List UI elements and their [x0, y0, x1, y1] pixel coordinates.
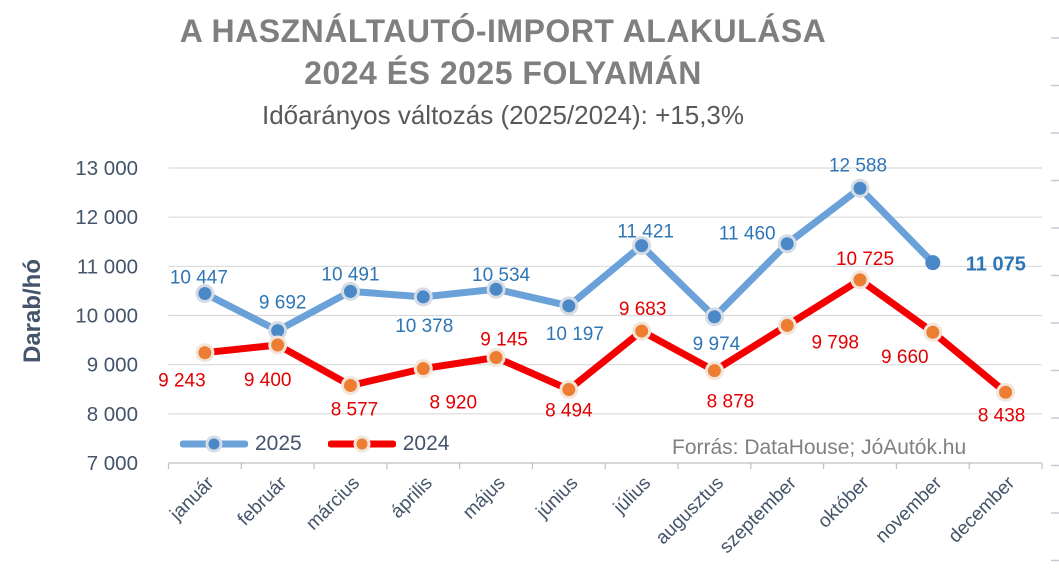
x-axis-label: október	[814, 472, 874, 532]
data-label-2024: 9 400	[244, 370, 292, 391]
data-label-2024: 9 145	[480, 330, 528, 351]
data-label-2025: 10 534	[472, 265, 531, 286]
legend-swatch-2024-line-marker-icon	[327, 435, 396, 453]
data-point-2025	[707, 310, 721, 324]
source-note: Forrás: DataHouse; JóAutók.hu	[672, 436, 967, 459]
data-point-2024	[780, 318, 794, 332]
data-point-2024	[853, 273, 867, 287]
data-point-2024	[999, 385, 1013, 399]
data-label-2025: 12 588	[829, 155, 887, 176]
x-axis-label: szeptember	[716, 472, 802, 558]
data-label-2025: 11 421	[617, 222, 674, 243]
data-point-2024	[562, 383, 576, 397]
data-point-2025	[489, 282, 503, 296]
series-2024-line	[201, 276, 1010, 396]
x-axis-label: április	[387, 473, 437, 523]
chart-title-line-2: 2024 ÉS 2025 FOLYAMÁN	[304, 55, 702, 91]
data-point-2025	[416, 290, 430, 304]
chart-subtitle: Időarányos változás (2025/2024): +15,3%	[261, 100, 745, 130]
data-point-2025	[271, 324, 285, 338]
data-label-2024: 9 660	[881, 347, 929, 368]
x-axis-label: augusztus	[652, 473, 728, 549]
data-point-2024	[635, 324, 649, 338]
x-axis-label: november	[872, 472, 947, 547]
data-point-2025	[635, 239, 649, 253]
data-label-2024: 8 920	[429, 393, 477, 414]
y-axis-tick-label: 8 000	[87, 403, 138, 426]
chart-title-block: A HASZNÁLTAUTÓ-IMPORT ALAKULÁSA 2024 ÉS …	[0, 10, 1006, 130]
legend-item-2024: 2024	[327, 432, 450, 456]
legend-label-2024: 2024	[402, 432, 450, 455]
y-axis-tick-label: 7 000	[87, 452, 138, 475]
data-label-2024: 9 798	[811, 332, 859, 353]
data-point-2024	[343, 378, 357, 392]
data-point-2024	[198, 346, 212, 360]
data-point-2024	[707, 364, 721, 378]
chart-legend: 2025 2024	[180, 432, 449, 456]
data-label-2024: 10 725	[836, 249, 894, 270]
y-axis-tick-label: 9 000	[87, 354, 138, 377]
x-axis-label: május	[459, 473, 510, 524]
data-label-2025: 9 974	[693, 334, 741, 355]
data-label-2025: 10 378	[395, 316, 453, 337]
y-axis-tick-label: 10 000	[75, 305, 138, 328]
data-point-2025	[562, 299, 576, 313]
legend-swatch-2025-line-marker-icon	[180, 435, 248, 453]
data-point-2025	[853, 181, 867, 195]
x-axis-label: február	[234, 472, 292, 530]
x-axis-label: március	[302, 473, 364, 535]
x-axis-label: július	[609, 473, 655, 519]
legend-item-2025: 2025	[180, 432, 302, 456]
data-label-2024: 9 243	[158, 371, 206, 392]
x-axis-label: december	[945, 472, 1020, 547]
data-point-2025	[925, 255, 941, 271]
data-label-2024: 8 494	[545, 401, 593, 422]
y-axis-tick-label: 11 000	[77, 255, 138, 278]
data-label-2025: 11 460	[719, 224, 776, 245]
y-axis-tick-label: 13 000	[75, 157, 138, 180]
data-label-2025: 11 075	[966, 254, 1026, 276]
x-axis-label: június	[532, 473, 583, 524]
data-label-2024: 8 438	[978, 405, 1026, 426]
x-axis-label: január	[166, 472, 219, 525]
data-point-2024	[416, 362, 430, 376]
chart-title-line-1: A HASZNÁLTAUTÓ-IMPORT ALAKULÁSA	[179, 13, 827, 49]
data-point-2025	[343, 284, 357, 298]
data-label-2025: 10 197	[546, 324, 604, 345]
data-point-2025	[198, 287, 212, 301]
data-point-2024	[926, 325, 940, 339]
data-label-2024: 8 878	[707, 392, 755, 413]
legend-label-2025: 2025	[255, 432, 302, 455]
data-point-2024	[271, 338, 285, 352]
data-label-2025: 10 491	[321, 264, 379, 285]
data-label-2024: 9 683	[619, 299, 667, 320]
data-label-2025: 10 447	[170, 268, 228, 289]
data-label-2024: 8 577	[331, 399, 379, 420]
data-point-2024	[489, 351, 503, 365]
y-axis-tick-label: 12 000	[75, 206, 138, 229]
data-label-2025: 9 692	[259, 293, 307, 314]
data-point-2025	[780, 237, 794, 251]
